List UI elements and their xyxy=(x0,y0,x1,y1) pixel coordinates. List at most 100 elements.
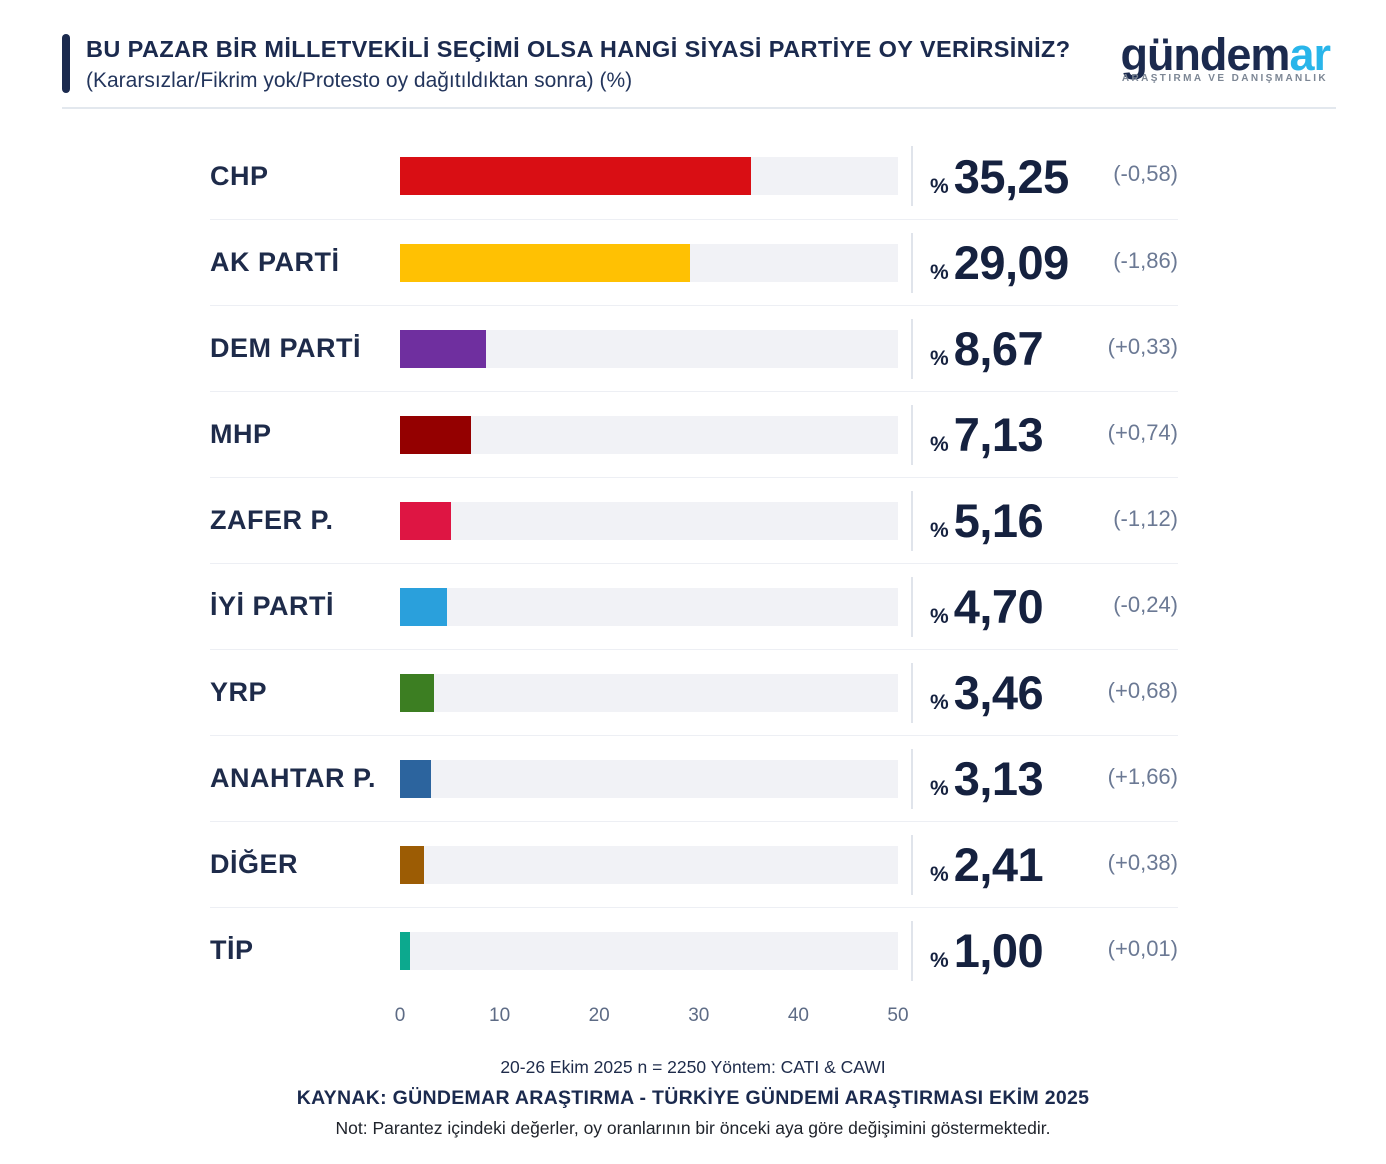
change-label: (+0,74) xyxy=(1107,419,1178,445)
bar-track xyxy=(400,673,898,712)
value-area: % 8,67 (+0,33) xyxy=(911,318,1178,379)
party-label: DEM PARTİ xyxy=(210,333,361,363)
x-axis-tick: 40 xyxy=(787,1005,809,1026)
logo-word-part2: ar xyxy=(1289,29,1331,80)
chart-row: ANAHTAR P. % 3,13 (+1,66) xyxy=(210,735,1178,821)
chart-row: DİĞER % 2,41 (+0,38) xyxy=(210,821,1178,907)
percent-sign: % xyxy=(930,433,949,456)
chart-row: TİP % 1,00 (+0,01) xyxy=(210,907,1178,993)
value-label: 4,70 xyxy=(953,580,1044,633)
percent-sign: % xyxy=(930,863,949,886)
percent-sign: % xyxy=(930,261,949,284)
chart-row: ZAFER P. % 5,16 (-1,12) xyxy=(210,477,1178,563)
value-area: % 5,16 (-1,12) xyxy=(911,490,1178,551)
percent-sign: % xyxy=(930,691,949,714)
page-title: BU PAZAR BİR MİLLETVEKİLİ SEÇİMİ OLSA HA… xyxy=(86,36,1071,62)
bar-track xyxy=(400,329,898,368)
value-label: 8,67 xyxy=(953,322,1044,375)
title-accent-bar xyxy=(62,34,70,93)
party-label: DİĞER xyxy=(210,849,299,879)
party-label: ZAFER P. xyxy=(210,505,334,535)
chart-rows: CHP % 35,25 (-0,58) AK PARTİ % 29,09 (-1… xyxy=(210,133,1178,993)
chart-row: İYİ PARTİ % 4,70 (-0,24) xyxy=(210,563,1178,649)
value-area: % 2,41 (+0,38) xyxy=(911,834,1178,895)
party-label: ANAHTAR P. xyxy=(210,763,377,793)
bar-fill xyxy=(400,673,435,712)
value-group: % 8,67 xyxy=(930,321,1044,376)
bar-track xyxy=(400,587,898,626)
logo-tagline: ARAŞTIRMA VE DANIŞMANLIK xyxy=(1121,73,1328,84)
bar-fill xyxy=(400,501,452,540)
footer-source: KAYNAK: GÜNDEMAR ARAŞTIRMA - TÜRKİYE GÜN… xyxy=(296,1087,1090,1109)
change-label: (+0,01) xyxy=(1107,935,1178,961)
x-axis-tick: 30 xyxy=(688,1005,710,1026)
value-label: 2,41 xyxy=(953,838,1044,891)
party-label: TİP xyxy=(210,935,254,965)
bar-fill xyxy=(400,845,424,884)
value-label: 3,13 xyxy=(953,752,1044,805)
change-label: (+0,68) xyxy=(1107,677,1178,703)
header-divider xyxy=(62,107,1336,109)
bar-fill xyxy=(400,587,447,626)
bar-track xyxy=(400,501,898,540)
chart-row: YRP % 3,46 (+0,68) xyxy=(210,649,1178,735)
chart-row: MHP % 7,13 (+0,74) xyxy=(210,391,1178,477)
value-area: % 35,25 (-0,58) xyxy=(911,146,1178,206)
bar-track xyxy=(400,931,898,970)
value-group: % 5,16 xyxy=(930,493,1044,548)
logo-wordmark: gündemar xyxy=(1120,29,1331,80)
value-label: 7,13 xyxy=(953,408,1044,461)
value-group: % 29,09 xyxy=(930,235,1069,290)
gundemar-logo: gündemar ARAŞTIRMA VE DANIŞMANLIK xyxy=(1120,29,1331,84)
change-label: (+0,33) xyxy=(1107,333,1178,359)
header: BU PAZAR BİR MİLLETVEKİLİ SEÇİMİ OLSA HA… xyxy=(0,0,1386,93)
value-group: % 7,13 xyxy=(930,407,1044,462)
x-axis: 0 10 20 30 40 50 xyxy=(395,997,909,1031)
value-group: % 1,00 xyxy=(930,923,1044,978)
footer-methodology: 20-26 Ekim 2025 n = 2250 Yöntem: CATI & … xyxy=(500,1057,886,1077)
value-label: 1,00 xyxy=(953,924,1044,977)
percent-sign: % xyxy=(930,949,949,972)
party-label: CHP xyxy=(210,160,269,191)
bar-fill xyxy=(400,931,410,970)
footer-note: Not: Parantez içindeki değerler, oy oran… xyxy=(335,1118,1051,1138)
bar-fill xyxy=(400,243,690,282)
change-label: (+0,38) xyxy=(1107,849,1178,875)
bar-fill xyxy=(400,157,752,195)
x-axis-tick: 10 xyxy=(489,1005,511,1026)
x-axis-tick: 0 xyxy=(394,1005,406,1026)
bar-track xyxy=(400,759,898,798)
bar-fill xyxy=(400,329,487,368)
title-block: BU PAZAR BİR MİLLETVEKİLİ SEÇİMİ OLSA HA… xyxy=(62,34,1071,93)
bar-track xyxy=(400,415,898,454)
bar-track xyxy=(400,845,898,884)
value-group: % 3,13 xyxy=(930,751,1044,806)
change-label: (-0,24) xyxy=(1113,591,1178,617)
percent-sign: % xyxy=(930,605,949,628)
value-area: % 29,09 (-1,86) xyxy=(911,232,1178,293)
party-label: YRP xyxy=(210,677,268,707)
value-area: % 3,46 (+0,68) xyxy=(911,662,1178,723)
value-area: % 7,13 (+0,74) xyxy=(911,404,1178,465)
title-lines: BU PAZAR BİR MİLLETVEKİLİ SEÇİMİ OLSA HA… xyxy=(86,34,1071,93)
value-label: 5,16 xyxy=(953,494,1044,547)
change-label: (-1,86) xyxy=(1113,247,1178,273)
value-label: 35,25 xyxy=(953,149,1070,203)
value-group: % 2,41 xyxy=(930,837,1044,892)
value-label: 3,46 xyxy=(953,666,1044,719)
party-label: AK PARTİ xyxy=(210,247,340,277)
value-label: 29,09 xyxy=(953,236,1070,289)
page-subtitle: (Kararsızlar/Fikrim yok/Protesto oy dağı… xyxy=(86,69,633,92)
change-label: (-1,12) xyxy=(1113,505,1178,531)
footer: 20-26 Ekim 2025 n = 2250 Yöntem: CATI & … xyxy=(0,1057,1386,1139)
percent-sign: % xyxy=(930,777,949,800)
change-label: (-0,58) xyxy=(1113,161,1178,186)
percent-sign: % xyxy=(930,519,949,542)
bar-track xyxy=(400,243,898,282)
bar-fill xyxy=(400,415,471,454)
value-group: % 35,25 xyxy=(930,149,1069,204)
change-label: (+1,66) xyxy=(1107,763,1178,789)
value-area: % 1,00 (+0,01) xyxy=(911,920,1178,981)
bar-fill xyxy=(400,759,432,798)
